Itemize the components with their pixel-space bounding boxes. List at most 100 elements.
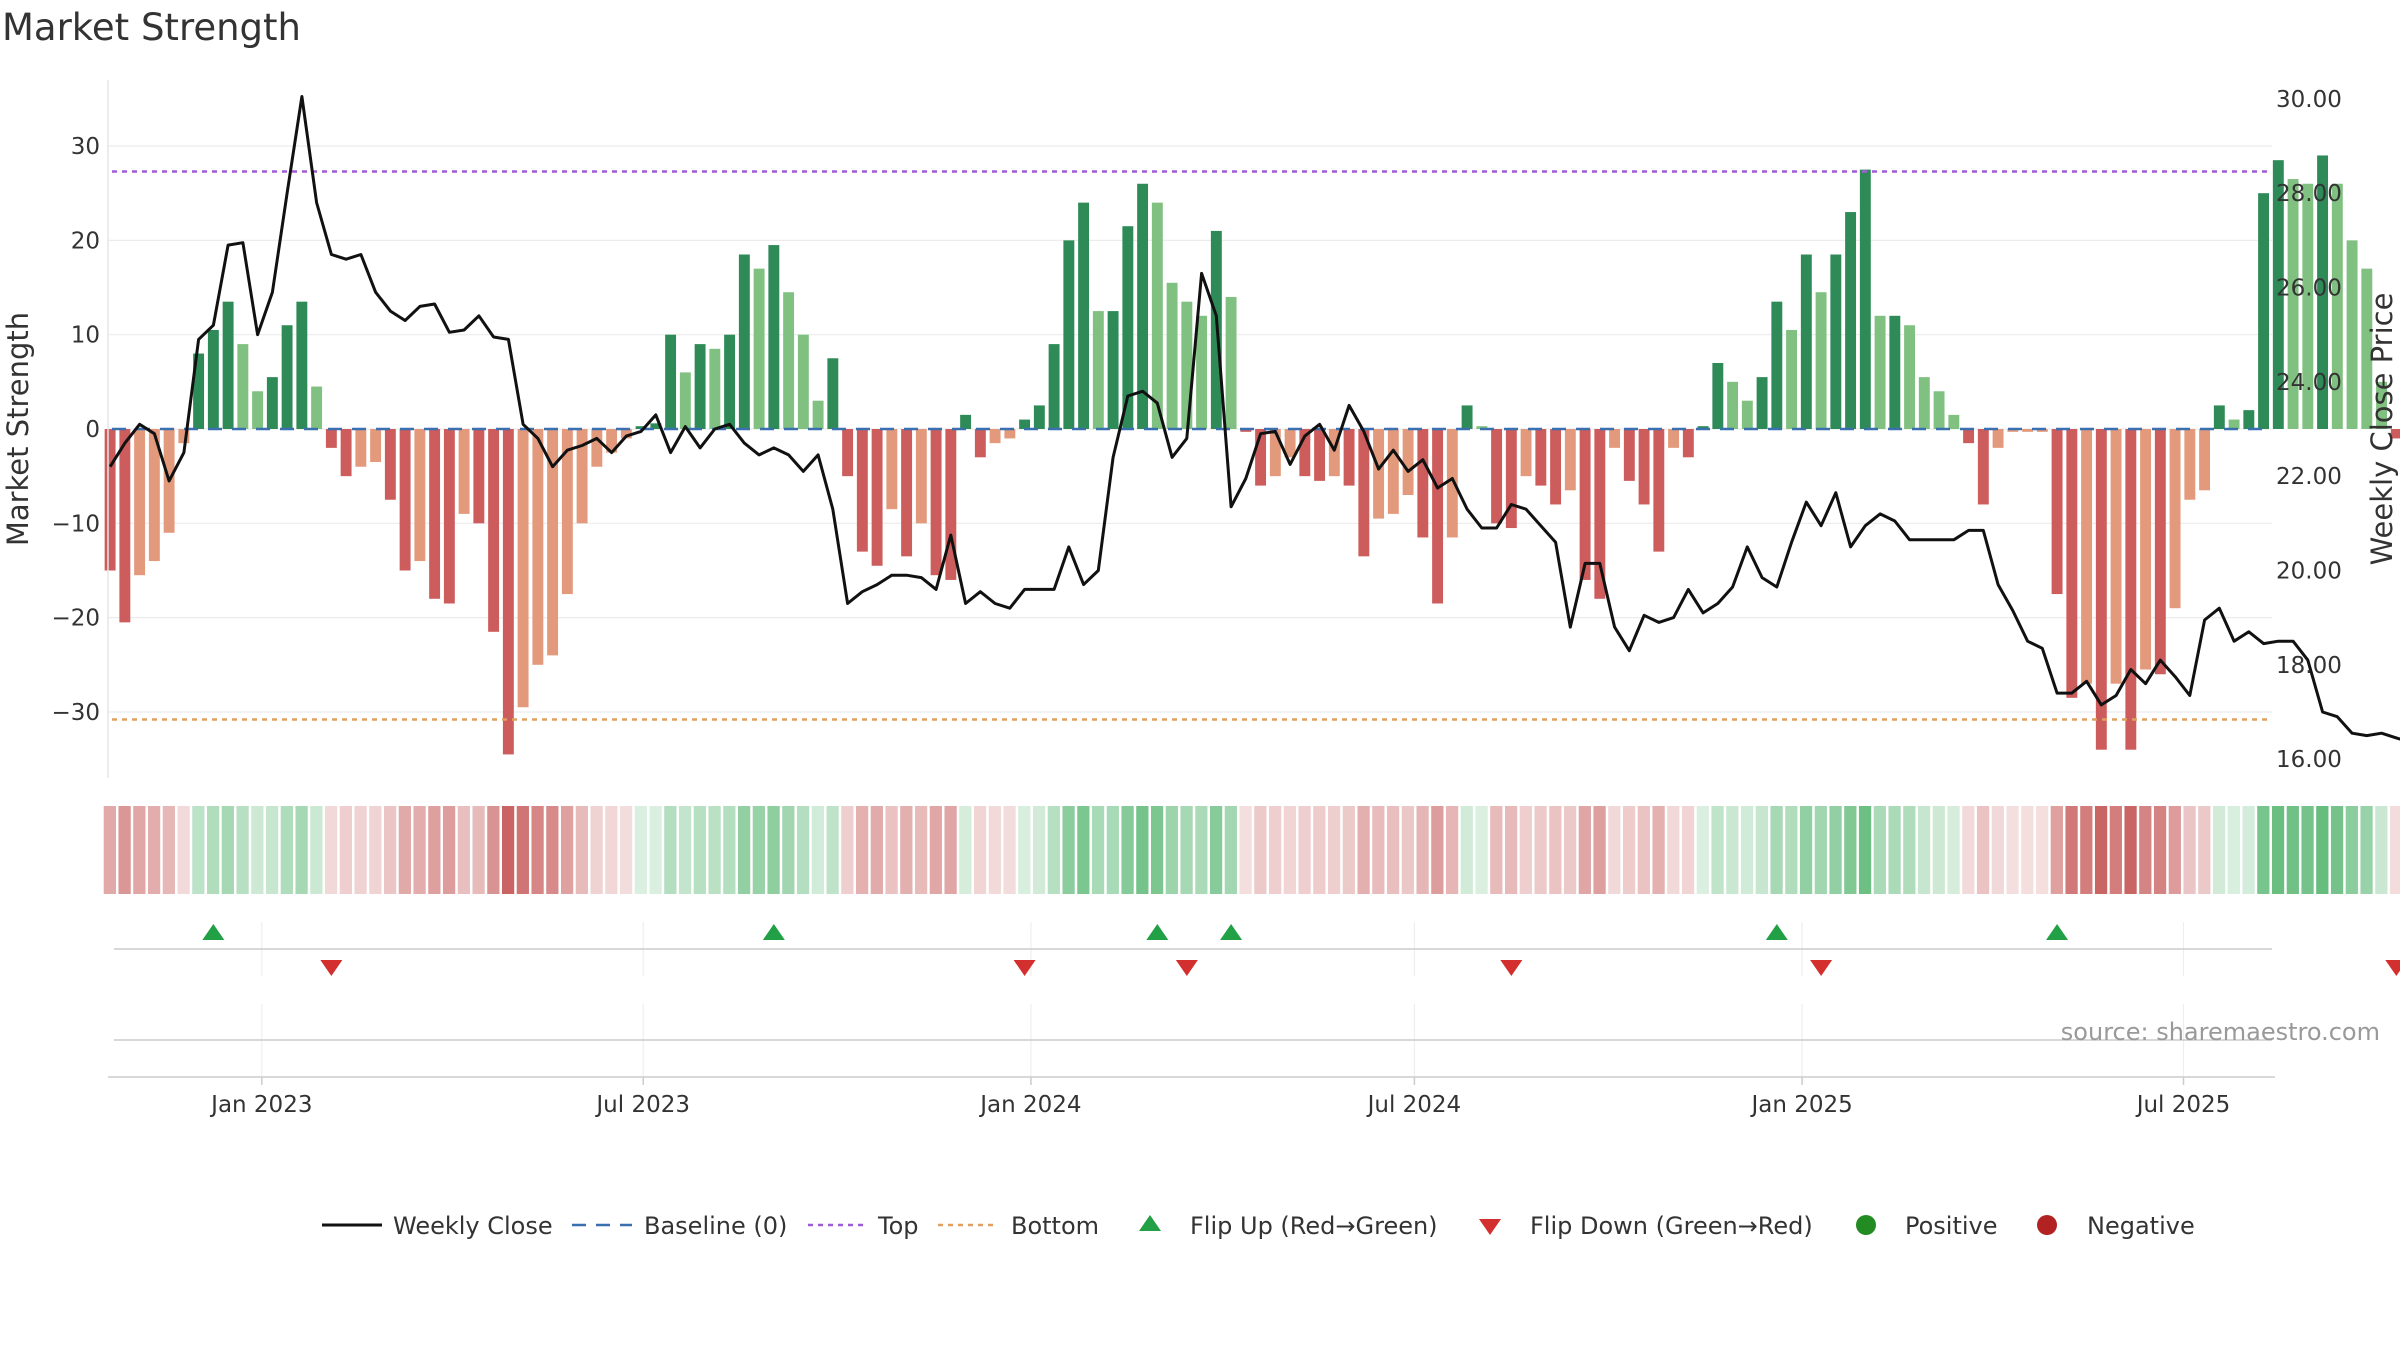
y-tick-label: −30	[51, 700, 100, 726]
strength-bar	[1550, 429, 1562, 505]
strength-bar	[1697, 426, 1709, 429]
heat-strip-cell	[2330, 806, 2344, 894]
strength-bar	[1653, 429, 1665, 552]
heat-strip-cell	[767, 806, 780, 894]
strength-bar	[1269, 429, 1281, 477]
heat-strip-cell	[2094, 806, 2108, 894]
heat-strip-cell	[2183, 806, 2196, 894]
strength-bar	[252, 391, 264, 429]
strength-bar	[2051, 429, 2063, 595]
heat-strip-cell	[1534, 806, 1547, 894]
strength-bar	[871, 429, 883, 566]
heat-strip-cell	[1062, 806, 1075, 894]
strength-bar	[399, 429, 411, 571]
heat-strip-cell	[796, 806, 810, 894]
x-tick-label: Jan 2025	[1749, 1092, 1852, 1118]
strength-bar	[443, 429, 455, 604]
strength-bar	[384, 429, 396, 500]
strength-bar	[1255, 429, 1267, 486]
flip-up-marker	[202, 924, 225, 940]
heat-strip-cell	[1136, 806, 1149, 894]
strength-bar	[1225, 296, 1237, 429]
y-axis-title: Market Strength	[1, 312, 35, 546]
strength-bar	[458, 429, 470, 514]
heat-strip-cell	[2109, 806, 2122, 894]
strength-bar	[2140, 429, 2152, 670]
strength-bar	[886, 429, 898, 510]
strength-bar	[1579, 429, 1591, 580]
heat-strip-cell	[1726, 806, 1739, 894]
heat-strip-cell	[1342, 806, 1355, 894]
heat-strip-cell	[2345, 806, 2358, 894]
strength-bar	[1609, 429, 1621, 448]
heat-strip-cell	[752, 806, 765, 894]
heat-strip-cell	[1239, 806, 1252, 894]
strength-bar	[945, 429, 957, 580]
heat-strip-cell	[1785, 806, 1798, 894]
strength-bar	[488, 429, 500, 632]
strength-bar	[1078, 202, 1090, 429]
strength-bar	[1314, 429, 1326, 481]
heat-strip-cell	[1416, 806, 1429, 894]
y2-tick-label: 24.00	[2276, 370, 2342, 396]
heat-strip-cell	[1460, 806, 1473, 894]
heat-strip-cell	[914, 806, 928, 894]
strength-bar	[960, 414, 972, 429]
heat-strip-cell	[634, 806, 647, 894]
x-tick-label: Jan 2024	[978, 1092, 1081, 1118]
heat-strip-cell	[1401, 806, 1414, 894]
heat-strip-cell	[1652, 806, 1665, 894]
strength-bar	[1948, 414, 1960, 429]
heat-strip-cell	[664, 806, 677, 894]
strength-bar	[2228, 419, 2240, 429]
x-tick-label: Jul 2024	[1366, 1092, 1462, 1118]
legend: Weekly Close Baseline (0) Top Bottom Flip Up…	[322, 1212, 2195, 1240]
strength-bar	[104, 429, 116, 571]
strength-bar	[901, 429, 913, 557]
strength-bar	[1092, 311, 1104, 429]
strength-bar	[1166, 282, 1178, 429]
heat-strip-cell	[354, 806, 367, 894]
heat-strip-cell	[1431, 806, 1444, 894]
heat-strip-cell	[959, 806, 972, 894]
heat-strip-cell	[723, 806, 736, 894]
heat-strip-cell	[1195, 806, 1208, 894]
heat-strip-cell	[206, 806, 220, 894]
heat-strip-cell	[2050, 806, 2063, 894]
heat-strip-cell	[324, 806, 338, 894]
heat-strip-cell	[531, 806, 544, 894]
heat-strip-cell	[339, 806, 352, 894]
heat-strip-cell	[1873, 806, 1886, 894]
strength-bar	[1196, 315, 1208, 429]
strength-bar	[2213, 405, 2225, 429]
strength-bar	[1107, 311, 1119, 429]
heat-strip-cell	[1077, 806, 1090, 894]
heat-strip-cell	[1047, 806, 1060, 894]
strength-bar	[665, 334, 677, 429]
strength-bar	[178, 429, 190, 444]
heat-strip-cell	[295, 806, 308, 894]
strength-bar	[1682, 429, 1694, 458]
heat-strip-cell	[1327, 806, 1341, 894]
strength-bar	[355, 429, 367, 467]
heat-strip-cell	[1563, 806, 1577, 894]
heat-strip-cell	[605, 806, 618, 894]
strength-bar	[1535, 429, 1547, 486]
strength-bar	[1830, 254, 1842, 429]
strength-bar	[650, 423, 662, 429]
strength-bar	[1859, 169, 1871, 430]
axes-layer: −30 −20 −10 0 10 20 30 16.00 18.00 20.00 22.00 24.0…	[1, 80, 2399, 778]
heat-strip-cell	[1578, 806, 1591, 894]
strength-bar	[2272, 160, 2284, 430]
strength-bar	[1122, 226, 1134, 429]
strength-bar	[2302, 183, 2314, 429]
y2-tick-label: 16.00	[2276, 747, 2342, 773]
strength-bar	[1520, 429, 1532, 477]
heat-strip-cell	[428, 806, 441, 894]
strength-bar	[2243, 410, 2255, 429]
legend-label: Flip Down (Green→Red)	[1530, 1212, 1813, 1240]
heat-strip-cell	[1799, 806, 1813, 894]
heat-strip-cell	[1445, 806, 1459, 894]
strength-bar	[237, 344, 249, 429]
heat-strip-cell	[1519, 806, 1532, 894]
